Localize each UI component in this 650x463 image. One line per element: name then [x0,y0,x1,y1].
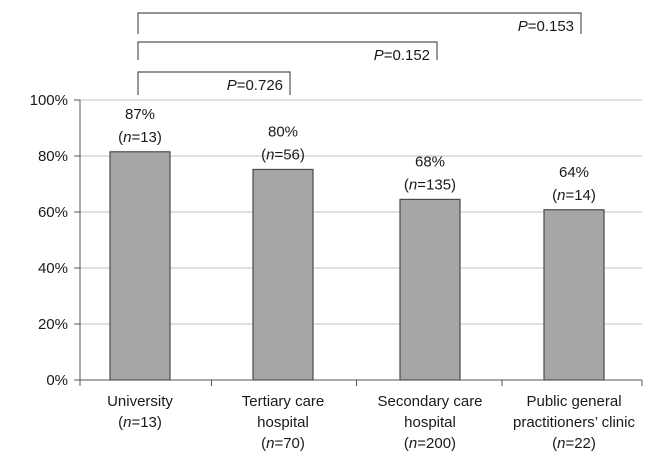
data-label-percent: 80% [268,123,298,140]
data-labels: 87% (n=13) 80% (n=56) 68% (n=135) 64% (n=14) [118,106,596,204]
significance-brackets: P=0.726 P=0.152 P=0.153 [137,12,582,95]
x-category-label: practitioners’ clinic [513,414,635,431]
data-label-n: (n=13) [118,129,162,146]
bars [109,151,605,381]
y-tick-label: 40% [38,260,68,277]
axes [74,99,643,386]
x-category-label: Tertiary care [242,393,325,410]
data-label-n: (n=56) [261,146,305,163]
data-label-percent: 87% [125,106,155,123]
bar [252,168,314,381]
y-tick-label: 60% [38,204,68,221]
data-label-n: (n=14) [552,187,596,204]
x-category-n-label: (n=200) [404,435,456,452]
bar [543,209,605,381]
x-category-label: hospital [404,414,456,431]
x-category-label: University [107,393,173,410]
significance-bracket [137,12,582,34]
x-category-label: Public general [526,393,621,410]
data-label-n: (n=135) [404,176,456,193]
x-category-label: Secondary care [377,393,482,410]
y-tick-labels: 0% 20% 40% 60% 80% 100% [30,92,68,389]
p-value-label: P=0.153 [518,18,574,35]
data-label-percent: 64% [559,164,589,181]
p-value-label: P=0.726 [227,77,283,94]
y-tick-label: 0% [46,372,68,389]
x-category-n-label: (n=22) [552,435,596,452]
p-value-label: P=0.152 [374,47,430,64]
y-tick-label: 100% [30,92,68,109]
x-category-label: hospital [257,414,309,431]
y-tick-label: 80% [38,148,68,165]
bar [109,151,171,381]
x-category-n-label: (n=13) [118,414,162,431]
x-category-n-label: (n=70) [261,435,305,452]
x-category-labels: University (n=13) Tertiary care hospital (n=… [107,393,635,452]
y-tick-label: 20% [38,316,68,333]
significance-bracket [137,71,291,95]
significance-bracket [137,41,438,60]
data-label-percent: 68% [415,153,445,170]
bar [399,198,461,381]
